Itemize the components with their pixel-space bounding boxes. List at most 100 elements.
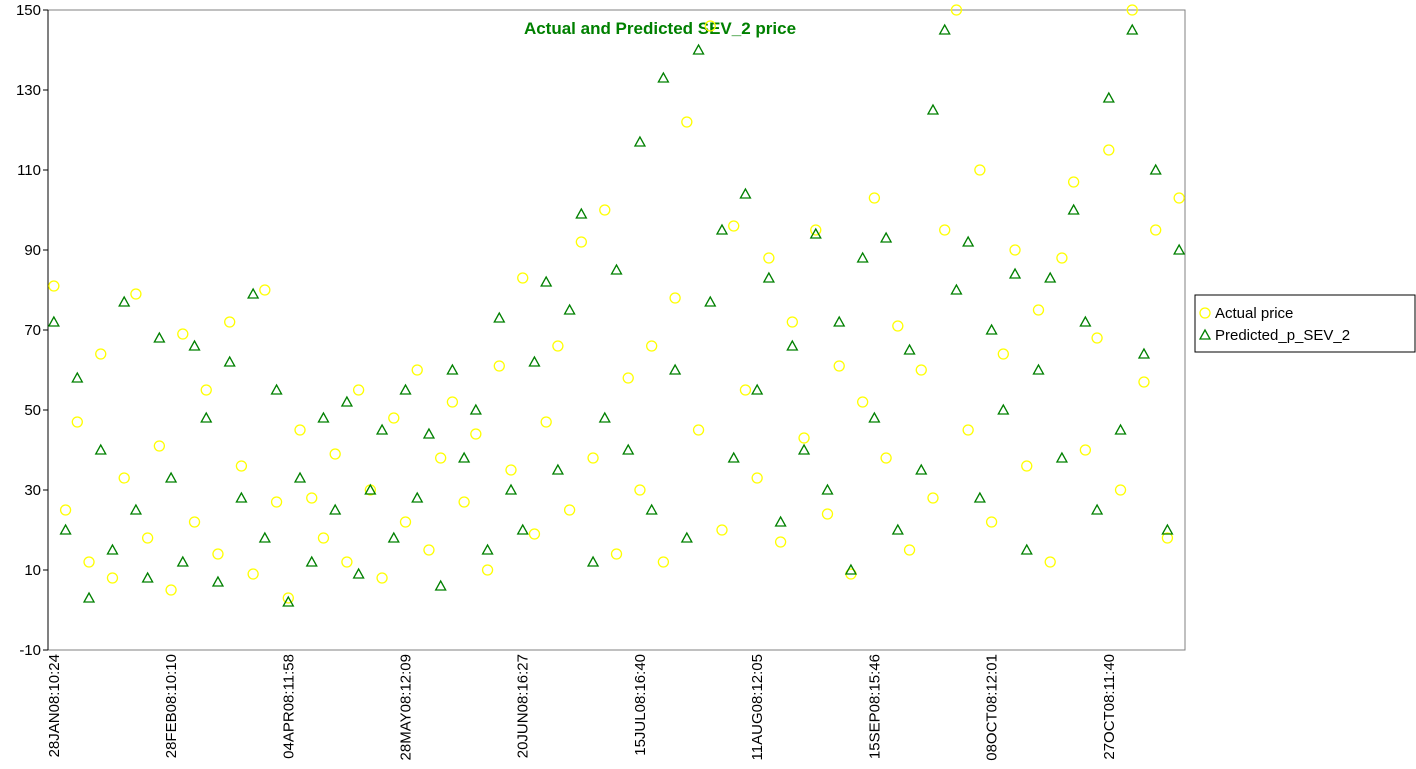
point-triangle [797,443,811,455]
point-triangle [926,103,940,115]
point-triangle [844,563,858,575]
point-triangle [586,555,600,567]
point-triangle [1173,243,1186,255]
point-circle [540,416,552,428]
point-circle [1150,224,1162,236]
point-circle [681,116,693,128]
point-triangle [329,503,342,515]
point-circle [200,384,212,396]
point-triangle [1055,451,1069,463]
point-circle [224,316,236,328]
point-circle [481,564,494,576]
point-circle [270,496,283,508]
point-triangle [821,483,834,495]
point-circle [915,364,927,376]
point-circle [1067,176,1080,188]
point-circle [774,536,787,548]
point-circle [1173,192,1185,204]
point-circle [153,440,166,452]
point-triangle [235,491,248,503]
point-circle [552,340,564,352]
point-triangle [129,503,143,515]
point-triangle [399,383,412,395]
point-circle [1021,460,1033,472]
point-triangle [1008,267,1022,279]
point-circle [1079,444,1092,456]
point-circle [435,452,447,464]
point-triangle [504,483,518,495]
point-circle [48,280,60,292]
x-tick-label: 15JUL08:16:40 [632,654,649,756]
point-triangle [211,575,225,587]
point-triangle [833,315,846,327]
point-triangle [434,579,447,591]
point-triangle [774,515,787,527]
point-triangle [727,451,740,463]
y-tick-label: 30 [24,482,41,499]
point-circle [927,492,939,504]
point-circle [59,504,72,516]
point-triangle [317,411,330,423]
point-triangle [106,543,119,555]
point-circle [423,544,435,556]
point-triangle [1020,543,1033,555]
point-circle [1114,484,1127,496]
point-circle [235,460,248,472]
legend-label: Actual price [1215,305,1293,322]
x-tick-label: 08OCT08:12:01 [984,654,1001,761]
point-triangle [188,339,201,351]
point-circle [247,568,259,580]
plot-area [47,9,1186,651]
point-triangle [715,223,729,235]
point-triangle [704,295,717,307]
point-circle [880,452,892,464]
point-circle [399,516,412,528]
point-triangle [141,571,154,583]
point-circle [751,472,763,484]
point-triangle [540,275,553,287]
point-circle [892,320,904,332]
point-triangle [997,403,1010,415]
point-triangle [422,427,436,439]
point-triangle [645,503,658,515]
point-circle [83,556,95,568]
point-triangle [200,411,213,423]
point-circle [177,328,189,340]
point-triangle [985,323,998,335]
point-circle [575,236,587,248]
point-circle [446,396,459,408]
point-triangle [352,567,365,579]
x-tick-label: 28FEB08:10:10 [163,654,180,758]
point-triangle [1102,91,1115,103]
point-triangle [551,463,564,475]
point-circle [728,220,740,232]
point-triangle [446,363,459,375]
point-circle [669,292,681,304]
point-triangle [1114,423,1127,435]
x-tick-label: 28JAN08:10:24 [46,654,63,757]
legend-marker [1199,307,1211,319]
point-circle [939,224,951,236]
point-triangle [270,383,283,395]
point-circle [493,360,505,372]
point-triangle [962,235,975,247]
point-circle [1032,304,1045,316]
point-circle [1103,144,1115,156]
point-circle [599,204,611,216]
y-tick-label: 130 [16,82,41,99]
point-circle [517,272,529,284]
point-circle [610,548,623,560]
point-triangle [856,251,869,263]
point-triangle [258,531,271,543]
point-circle [833,360,845,372]
point-triangle [669,363,682,375]
point-triangle [692,43,705,55]
point-triangle [223,355,236,367]
point-triangle [575,207,588,219]
point-triangle [387,531,400,543]
point-circle [716,524,728,536]
point-triangle [305,555,318,567]
point-triangle [47,315,60,327]
point-triangle [1126,23,1139,35]
point-triangle [411,491,424,503]
